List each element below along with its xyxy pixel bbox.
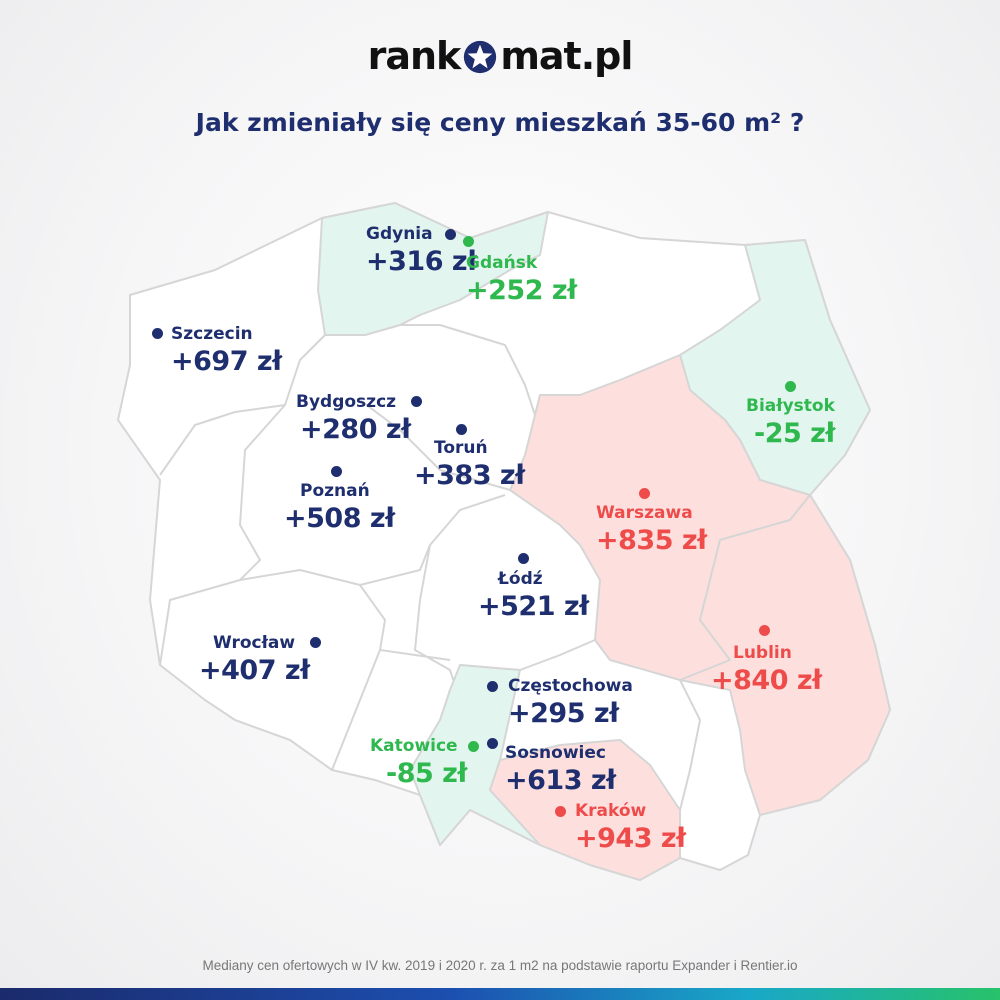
- city-value: -25 zł: [754, 418, 835, 449]
- city-bydgoszcz: Bydgoszcz +280 zł: [296, 392, 411, 445]
- city-dot-lublin: [759, 625, 770, 636]
- city-value: +697 zł: [171, 346, 282, 377]
- city-name: Warszawa: [596, 503, 693, 523]
- city-name: Poznań: [300, 481, 370, 501]
- city-dot-gdynia: [445, 229, 456, 240]
- city-name: Bydgoszcz: [296, 392, 397, 412]
- region-slaskie: [409, 664, 541, 846]
- city-lublin: Lublin +840 zł: [711, 643, 822, 695]
- city-dot-torun: [456, 424, 467, 435]
- city-poznan: Poznań +508 zł: [284, 481, 395, 533]
- city-value: +383 zł: [414, 460, 525, 491]
- city-name: Łódź: [498, 569, 543, 589]
- city-dot-poznan: [331, 466, 342, 477]
- city-bialystok: Białystok -25 zł: [746, 396, 835, 449]
- city-dot-czestochowa: [487, 681, 498, 692]
- city-name: Sosnowiec: [505, 743, 606, 763]
- city-value: +613 zł: [505, 765, 616, 796]
- city-name: Lublin: [733, 643, 792, 663]
- logo-text-left: rank: [367, 34, 462, 78]
- city-sosnowiec: Sosnowiec +613 zł: [505, 743, 616, 796]
- city-dot-bialystok: [785, 381, 796, 392]
- city-value: +407 zł: [199, 655, 310, 686]
- source-footnote: Mediany cen ofertowych w IV kw. 2019 i 2…: [202, 958, 798, 973]
- city-dot-krakow: [555, 806, 566, 817]
- logo-text-right: mat.pl: [500, 34, 633, 78]
- city-name: Katowice: [370, 736, 458, 756]
- city-value: -85 zł: [386, 758, 467, 789]
- city-krakow: Kraków +943 zł: [575, 801, 686, 854]
- city-dot-bydgoszcz: [411, 396, 422, 407]
- region-borders: [159, 324, 701, 811]
- city-name: Toruń: [434, 438, 488, 458]
- city-name: Gdańsk: [466, 253, 538, 273]
- city-lodz: Łódź +521 zł: [478, 569, 589, 621]
- city-value: +280 zł: [300, 414, 411, 445]
- city-czestochowa: Częstochowa +295 zł: [508, 676, 633, 729]
- city-dot-katowice: [468, 741, 479, 752]
- bottom-gradient-bar: [0, 988, 1000, 1000]
- city-value: +840 zł: [711, 665, 822, 696]
- city-name: Wrocław: [213, 633, 296, 653]
- city-value: +316 zł: [366, 246, 477, 277]
- city-name: Kraków: [575, 801, 647, 821]
- city-value: +295 zł: [508, 698, 619, 729]
- city-szczecin: Szczecin +697 zł: [171, 324, 282, 377]
- city-value: +943 zł: [575, 823, 686, 854]
- page-title: Jak zmieniały się ceny mieszkań 35-60 m²…: [195, 108, 805, 137]
- city-torun: Toruń +383 zł: [414, 438, 525, 490]
- city-name: Szczecin: [171, 324, 253, 344]
- logo-star-icon: [464, 40, 497, 74]
- city-dot-gdansk: [463, 236, 474, 247]
- city-wroclaw: Wrocław +407 zł: [199, 633, 310, 685]
- region-lubelskie: [679, 494, 891, 816]
- city-warszawa: Warszawa +835 zł: [596, 503, 707, 556]
- city-value: +521 zł: [478, 591, 589, 622]
- city-dot-wroclaw: [310, 637, 321, 648]
- city-dot-lodz: [518, 553, 529, 564]
- city-value: +835 zł: [596, 525, 707, 556]
- city-dot-szczecin: [152, 328, 163, 339]
- city-gdansk: Gdańsk +252 zł: [466, 253, 577, 306]
- city-katowice: Katowice -85 zł: [370, 736, 467, 789]
- city-dot-sosnowiec: [487, 738, 498, 749]
- region-mazowieckie: [509, 354, 811, 681]
- city-name: Gdynia: [366, 224, 433, 244]
- city-name: Częstochowa: [508, 676, 633, 696]
- region-malopolskie: [489, 739, 681, 881]
- city-dot-warszawa: [639, 488, 650, 499]
- city-value: +508 zł: [284, 503, 395, 534]
- brand-logo: rank mat.pl: [0, 34, 1000, 78]
- city-value: +252 zł: [466, 275, 577, 306]
- city-name: Białystok: [746, 396, 835, 416]
- city-gdynia: Gdynia +316 zł: [366, 224, 477, 277]
